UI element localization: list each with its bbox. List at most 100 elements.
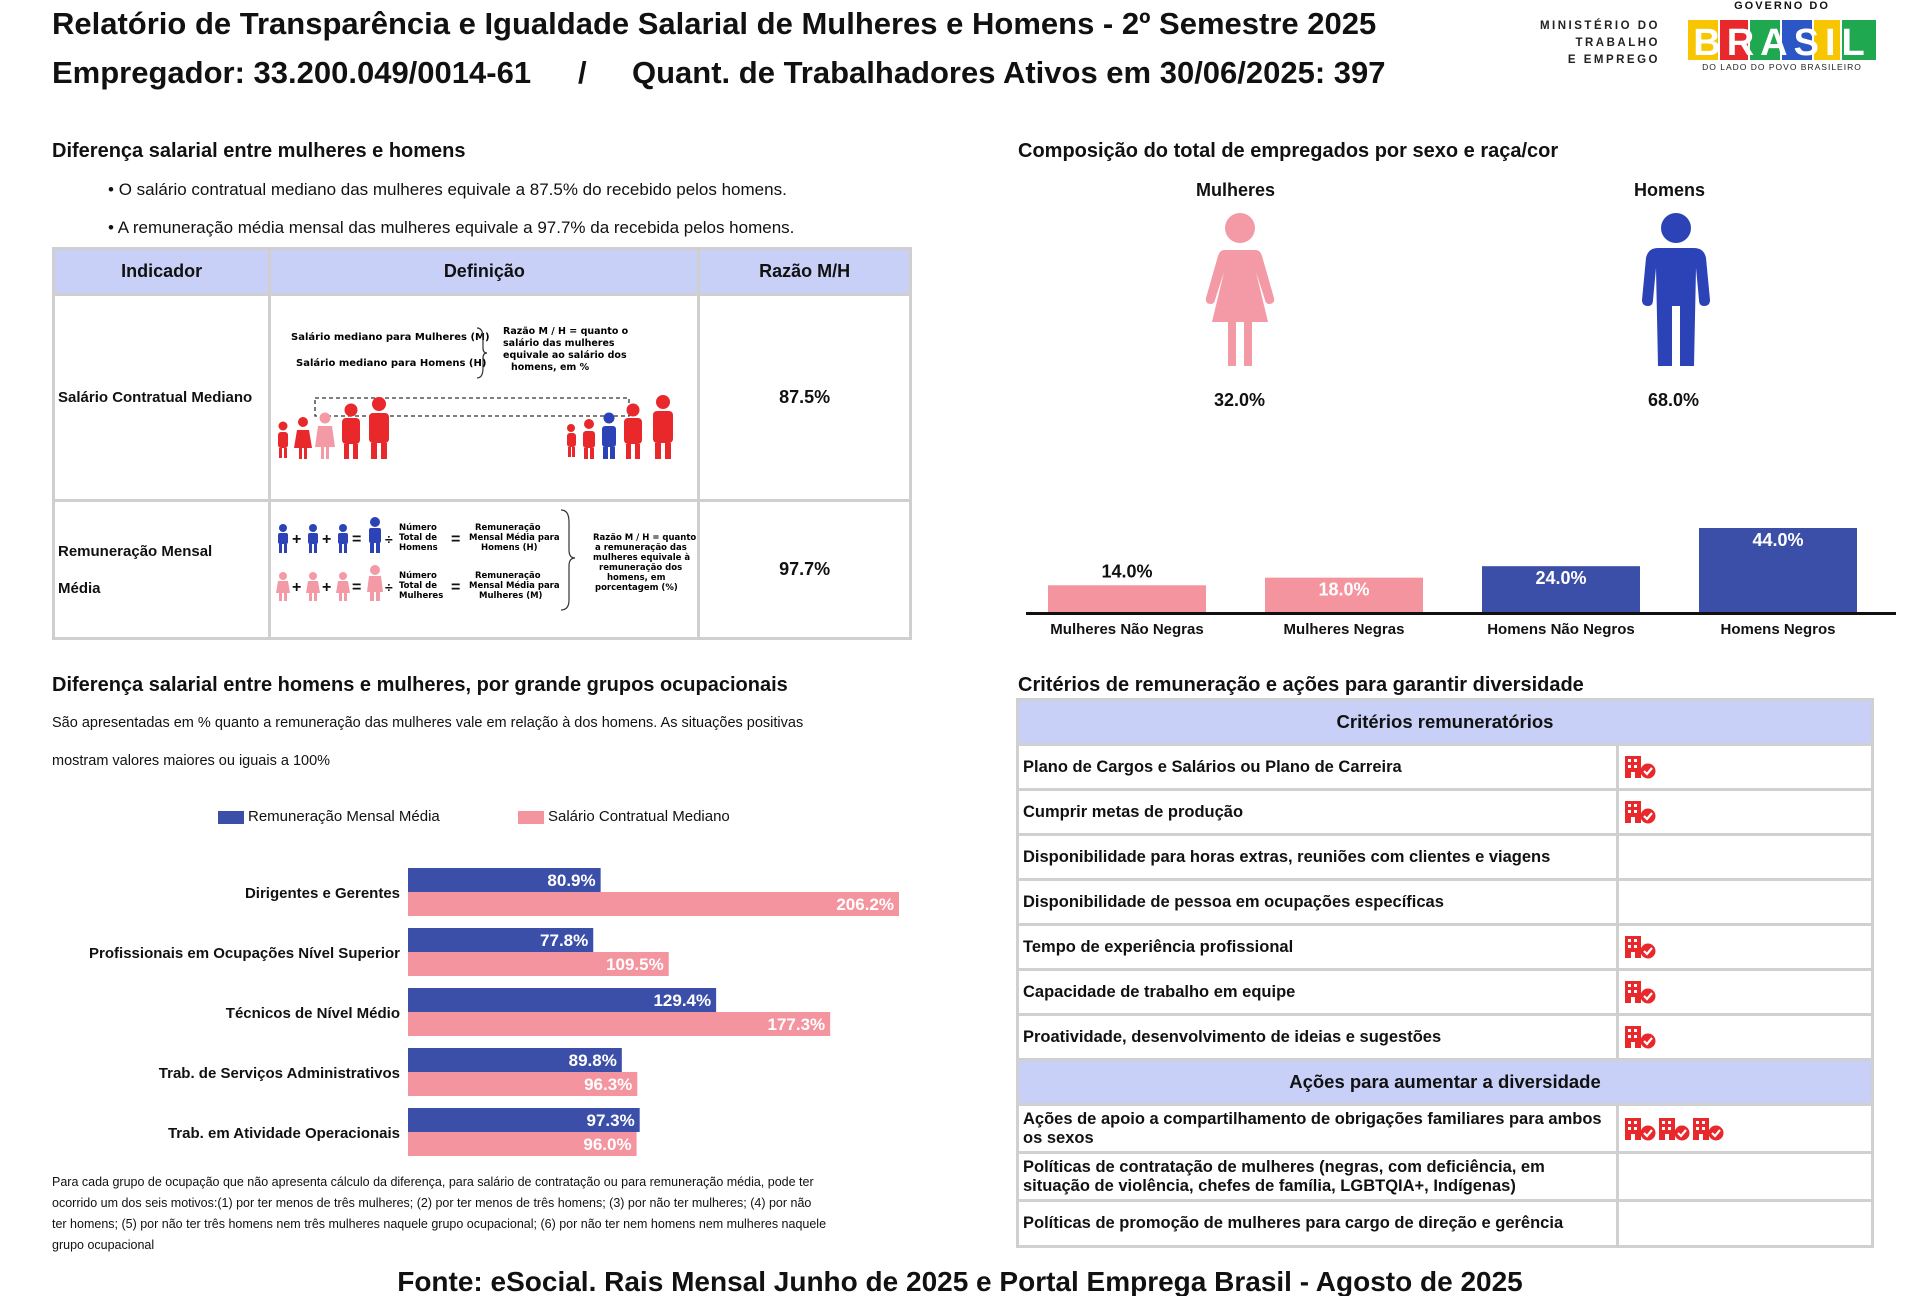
men-count-1: Número <box>399 523 437 533</box>
svg-text:+: + <box>292 531 301 548</box>
ministry-line-2: TRABALHO <box>1575 37 1660 49</box>
svg-text:=: = <box>352 579 361 596</box>
gov-sub-text: DO LADO DO POVO BRASILEIRO <box>1702 62 1862 72</box>
report-title: Relatório de Transparência e Igualdade S… <box>52 6 1377 41</box>
criterion-label: Capacidade de trabalho em equipe <box>1016 968 1619 1016</box>
composition-value-label: 24.0% <box>1535 568 1586 588</box>
median-salary-bar <box>408 1072 638 1096</box>
table-row: Ações de apoio a compartilhamento de obr… <box>1016 1103 1874 1154</box>
monthly-pay-bar <box>408 928 594 952</box>
criteria-table: Critérios remuneratórios Plano de Cargos… <box>1016 698 1874 1248</box>
composition-bar <box>1482 566 1640 612</box>
ministry-logo: MINISTÉRIO DO TRABALHO E EMPREGO <box>1520 18 1660 69</box>
action-label: Ações de apoio a compartilhamento de obr… <box>1016 1103 1619 1154</box>
men-count-3: Homens <box>399 543 438 553</box>
occupation-category-label: Trab. de Serviços Administrativos <box>159 1065 400 1082</box>
criterion-label: Plano de Cargos e Salários ou Plano de C… <box>1016 743 1619 791</box>
monthly-pay-value-label: 129.4% <box>653 991 711 1010</box>
company-check-icon <box>1625 801 1656 824</box>
median-note-3: equivale ao salário dos <box>503 350 627 361</box>
legend-median: Salário Contratual Mediano <box>518 808 730 825</box>
bullet-1-text: O salário contratual mediano das mulhere… <box>118 180 787 199</box>
men-result-1: Remuneração <box>475 523 541 533</box>
col-header-indicator: Indicador <box>51 247 272 296</box>
criterion-label: Proatividade, desenvolvimento de ideias … <box>1016 1013 1619 1061</box>
header-separator: / <box>578 55 587 90</box>
table-row: Disponibilidade de pessoa em ocupações e… <box>1016 878 1874 926</box>
composition-category-label: Mulheres Negras <box>1284 621 1405 638</box>
monthly-pay-diagram: + + = ÷ Número Total de Homens = Remuner… <box>276 508 697 611</box>
legend-swatch-pink <box>518 810 544 824</box>
median-salary-value-label: 177.3% <box>768 1015 826 1034</box>
action-icons <box>1616 1103 1874 1154</box>
criteria-title: Critérios de remuneração e ações para ga… <box>1018 674 1584 696</box>
definition-monthly-pay: + + = ÷ Número Total de Homens = Remuner… <box>268 499 701 640</box>
median-salary-value-label: 96.3% <box>584 1075 632 1094</box>
women-percent: 32.0% <box>1214 390 1266 410</box>
median-men-people-icon <box>567 394 674 459</box>
indicator-monthly-pay: Remuneração Mensal Média <box>51 499 272 640</box>
bullet-2-text: A remuneração média mensal das mulheres … <box>117 218 795 237</box>
occupational-desc-1: São apresentadas em % quanto a remuneraç… <box>52 715 804 731</box>
occupational-bar-chart: Dirigentes e Gerentes 80.9% 206.2% Profissi… <box>89 868 899 1156</box>
occupation-category-label: Trab. em Atividade Operacionais <box>168 1125 400 1142</box>
monthly-note-4: remuneração dos <box>599 563 682 573</box>
ratio-monthly-pay: 97.7% <box>697 499 912 640</box>
legend-swatch-blue <box>218 810 244 824</box>
legend-median-label: Salário Contratual Mediano <box>548 808 730 825</box>
footnote-line-2: ocorrido um dos seis motivos:(1) por ter… <box>52 1196 812 1210</box>
table-row: Tempo de experiência profissional <box>1016 923 1874 971</box>
svg-text:÷: ÷ <box>385 531 393 547</box>
government-logo: GOVERNO DO BRASIL DO LADO DO POVO BRASIL… <box>1686 0 1878 86</box>
svg-text:÷: ÷ <box>385 579 393 595</box>
monthly-pay-value-label: 80.9% <box>547 871 595 890</box>
median-salary-bar <box>408 952 669 976</box>
women-count-1: Número <box>399 571 437 581</box>
criterion-icons <box>1616 743 1874 791</box>
women-result-2: Mensal Média para <box>469 580 560 591</box>
wage-gap-bullet-2: • A remuneração média mensal das mulhere… <box>108 218 795 237</box>
svg-text:+: + <box>322 579 331 596</box>
monthly-note-6: porcentagem (%) <box>595 583 678 593</box>
woman-figure-icon <box>1205 213 1275 366</box>
median-salary-value-label: 109.5% <box>606 955 664 974</box>
men-result-3: Homens (H) <box>481 543 538 553</box>
ministry-line-1: MINISTÉRIO DO <box>1539 20 1660 32</box>
table-row: Políticas de contratação de mulheres (ne… <box>1016 1151 1874 1202</box>
company-check-icon <box>1625 936 1656 959</box>
table-row: Remuneração Mensal Média + + = ÷ Número … <box>51 499 912 640</box>
median-salary-value-label: 206.2% <box>836 895 894 914</box>
criterion-icons <box>1616 878 1874 926</box>
company-check-icon <box>1625 756 1656 779</box>
svg-text:=: = <box>451 579 460 596</box>
brasil-wordmark-text: BRASIL <box>1693 22 1870 62</box>
composition-category-label: Homens Não Negros <box>1487 621 1635 638</box>
wage-gap-bullet-1: • O salário contratual mediano das mulhe… <box>108 180 787 199</box>
median-salary-bar <box>408 1012 831 1036</box>
median-salary-value-label: 96.0% <box>583 1135 631 1154</box>
brasil-wordmark-icon: BRASIL <box>1688 20 1876 62</box>
legend-monthly-label: Remuneração Mensal Média <box>248 808 440 825</box>
women-result-1: Remuneração <box>475 571 541 581</box>
monthly-pay-bar <box>408 1108 640 1132</box>
criteria-header: Critérios remuneratórios <box>1016 698 1874 746</box>
criterion-label: Disponibilidade para horas extras, reuni… <box>1016 833 1619 881</box>
occupation-category-label: Técnicos de Nível Médio <box>226 1005 400 1022</box>
monthly-note-1: Razão M / H = quanto <box>593 533 696 543</box>
company-check-icon <box>1625 1117 1656 1140</box>
criterion-label: Disponibilidade de pessoa em ocupações e… <box>1016 878 1619 926</box>
women-sum-icon <box>276 564 384 601</box>
table-row: Proatividade, desenvolvimento de ideias … <box>1016 1013 1874 1061</box>
footnote-line-3: ter homens; (5) por não ter três homens … <box>52 1217 827 1231</box>
composition-bar-chart: 14.0% Mulheres Não Negras 18.0% Mulheres Ne… <box>1026 528 1896 638</box>
indicator-monthly-line-2: Média <box>58 579 101 597</box>
table-row: Plano de Cargos e Salários ou Plano de C… <box>1016 743 1874 791</box>
composition-bar <box>1048 585 1206 612</box>
women-result-3: Mulheres (M) <box>479 591 543 601</box>
composition-bar <box>1265 577 1423 612</box>
monthly-note-3: mulheres equivale à <box>593 553 690 563</box>
median-salary-bar <box>408 892 899 916</box>
women-count-2: Total de <box>399 581 437 591</box>
occupational-footnote: Para cada grupo de ocupação que não apre… <box>52 1172 932 1256</box>
median-women-people-icon <box>278 396 390 459</box>
